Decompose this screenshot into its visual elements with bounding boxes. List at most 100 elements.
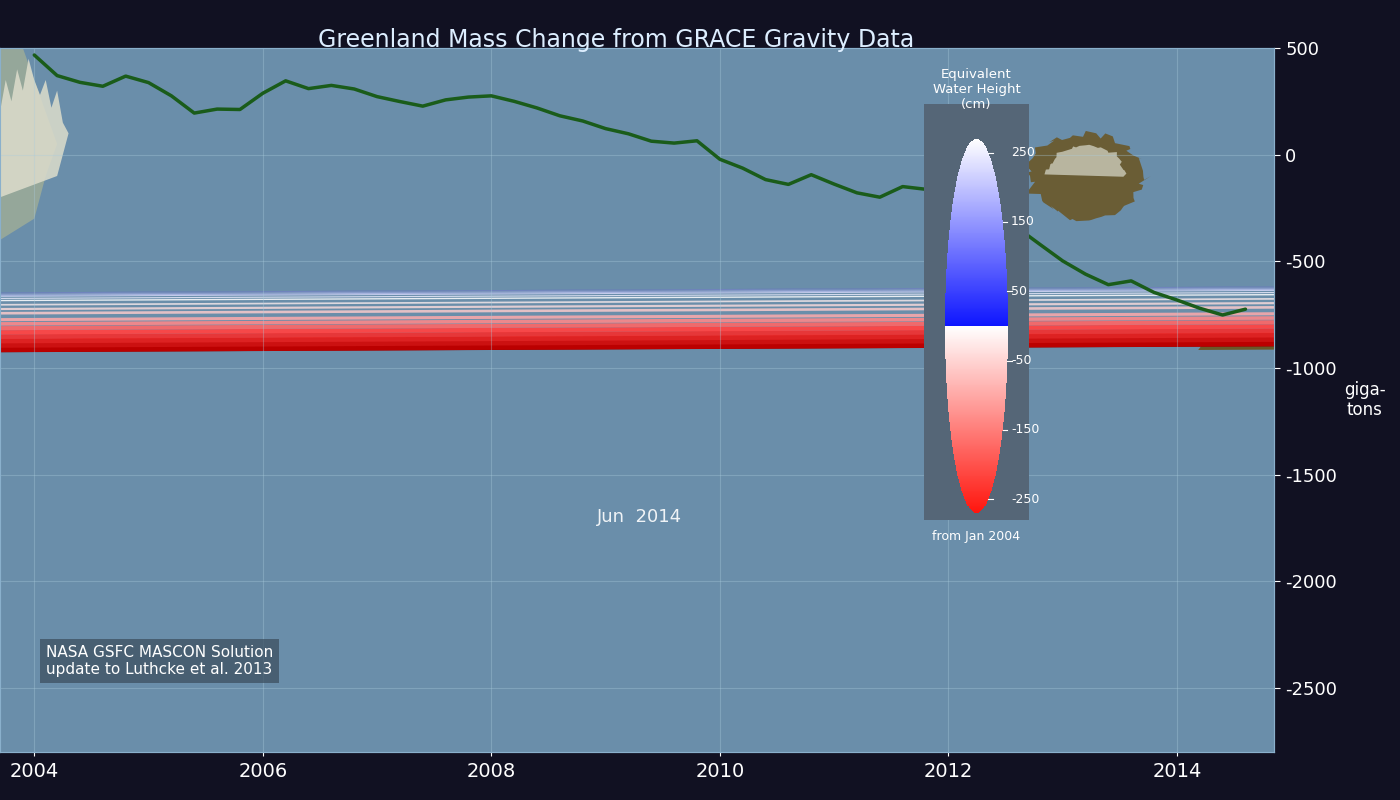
Bar <box>958 176 995 177</box>
Bar <box>946 272 1007 273</box>
Polygon shape <box>0 274 1400 306</box>
Bar <box>959 480 994 481</box>
Bar <box>946 262 1007 263</box>
Bar <box>949 414 1004 415</box>
Bar <box>946 381 1007 382</box>
Text: giga-
tons: giga- tons <box>1344 381 1386 419</box>
Bar <box>945 317 1008 318</box>
Bar <box>953 202 1000 203</box>
Bar <box>951 430 1002 431</box>
Bar <box>948 407 1005 408</box>
Bar <box>948 246 1005 247</box>
Bar <box>945 350 1008 352</box>
Bar <box>969 507 984 508</box>
Bar <box>945 310 1008 311</box>
Bar <box>946 368 1007 369</box>
Bar <box>956 182 997 184</box>
Bar <box>949 231 1004 233</box>
Bar <box>973 140 980 141</box>
Bar <box>952 439 1001 440</box>
Bar <box>945 289 1008 290</box>
Bar <box>946 271 1007 272</box>
Bar <box>946 392 1007 393</box>
Bar <box>956 472 997 473</box>
Bar <box>948 249 1005 250</box>
Bar <box>946 268 1007 269</box>
Bar <box>962 161 991 162</box>
Bar <box>945 296 1008 298</box>
Text: NASA GSFC MASCON Solution
update to Luthcke et al. 2013: NASA GSFC MASCON Solution update to Luth… <box>46 645 273 678</box>
Text: -50: -50 <box>1011 354 1032 367</box>
Bar <box>946 378 1007 379</box>
Bar <box>945 363 1008 364</box>
Bar <box>953 455 1000 456</box>
Bar <box>955 192 998 193</box>
Bar <box>962 493 991 494</box>
Bar <box>962 160 991 161</box>
Bar <box>952 446 1001 447</box>
Bar <box>953 456 1000 457</box>
Bar <box>948 247 1005 249</box>
Bar <box>956 469 997 470</box>
Bar <box>958 475 995 477</box>
Polygon shape <box>0 114 1400 554</box>
Bar <box>952 208 1001 209</box>
Bar <box>945 315 1008 316</box>
Bar <box>974 512 979 513</box>
Bar <box>945 326 1008 327</box>
Bar <box>951 434 1002 435</box>
Bar <box>972 510 981 511</box>
Bar <box>948 245 1005 246</box>
Bar <box>945 333 1008 334</box>
Bar <box>958 473 995 474</box>
Bar <box>956 180 997 181</box>
Bar <box>945 290 1008 292</box>
Bar <box>965 499 988 500</box>
Bar <box>946 270 1007 271</box>
Bar <box>955 462 998 463</box>
Bar <box>946 388 1007 390</box>
Bar <box>945 332 1008 333</box>
Bar <box>952 444 1001 445</box>
Bar <box>952 212 1001 213</box>
Polygon shape <box>0 263 1400 321</box>
Bar <box>945 313 1008 314</box>
Text: 250: 250 <box>1011 146 1035 159</box>
Polygon shape <box>0 230 1400 373</box>
Bar <box>945 345 1008 346</box>
Bar <box>945 359 1008 360</box>
Bar <box>945 334 1008 336</box>
Bar <box>959 171 994 173</box>
Bar <box>948 408 1005 409</box>
Bar <box>945 360 1008 361</box>
Bar <box>945 318 1008 319</box>
Polygon shape <box>0 128 1400 531</box>
Bar <box>946 280 1007 282</box>
Bar <box>945 346 1008 347</box>
Bar <box>970 142 983 143</box>
Bar <box>956 466 997 467</box>
Bar <box>951 218 1002 219</box>
Bar <box>946 386 1007 387</box>
Bar <box>948 254 1005 255</box>
Bar <box>949 413 1004 414</box>
Bar <box>948 398 1005 399</box>
Bar <box>965 500 988 501</box>
Bar <box>946 385 1007 386</box>
Bar <box>945 312 1008 313</box>
Bar <box>949 238 1004 239</box>
Bar <box>946 371 1007 372</box>
Bar <box>949 421 1004 422</box>
Bar <box>945 294 1008 295</box>
Bar <box>952 442 1001 444</box>
Bar <box>946 376 1007 377</box>
Bar <box>960 166 993 167</box>
Polygon shape <box>0 242 1400 353</box>
Text: 150: 150 <box>1011 215 1035 228</box>
Bar <box>958 177 995 178</box>
Polygon shape <box>0 101 1400 575</box>
Bar <box>959 479 994 480</box>
Bar <box>956 179 997 180</box>
Bar <box>963 496 990 497</box>
Bar <box>945 355 1008 356</box>
